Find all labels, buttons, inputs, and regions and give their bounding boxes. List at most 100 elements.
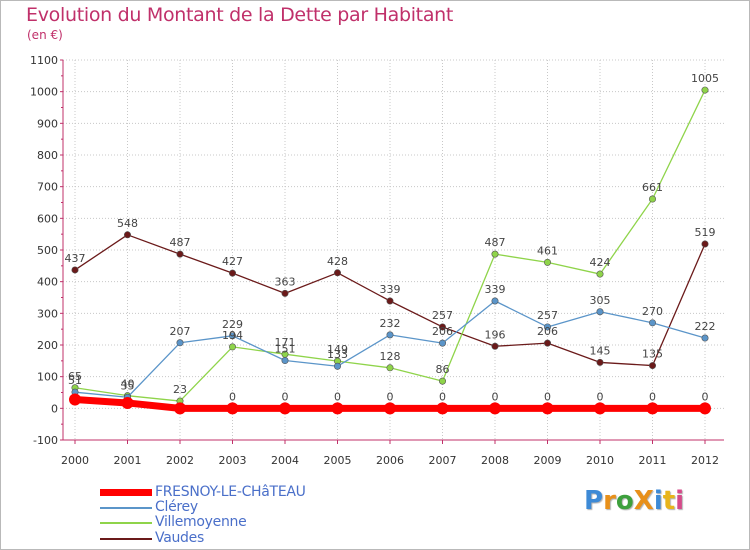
legend-label: Clérey — [155, 499, 198, 515]
y-tick-label: 700 — [37, 181, 58, 194]
data-label: 461 — [537, 244, 558, 257]
x-tick-label: 2010 — [586, 454, 614, 467]
y-tick-label: -100 — [33, 434, 58, 447]
data-point — [281, 357, 289, 365]
x-tick-label: 2003 — [219, 454, 247, 467]
data-label: 0 — [282, 390, 289, 403]
y-tick-label: 500 — [37, 244, 58, 257]
data-label: 339 — [380, 283, 401, 296]
data-point — [648, 195, 656, 203]
data-label: 194 — [222, 329, 243, 342]
data-point — [229, 332, 237, 340]
axes: -100010020030040050060070080090010001100… — [30, 54, 724, 467]
data-label: 0 — [544, 390, 551, 403]
data-label: 0 — [334, 390, 341, 403]
data-point — [543, 323, 551, 331]
data-point — [281, 289, 289, 297]
data-label: 65 — [68, 370, 82, 383]
chart-title: Evolution du Montant de la Dette par Hab… — [26, 4, 454, 26]
data-point — [226, 402, 239, 415]
data-label: 487 — [170, 236, 191, 249]
y-tick-label: 100 — [37, 371, 58, 384]
series — [69, 86, 711, 415]
data-label: 339 — [485, 283, 506, 296]
data-point — [386, 364, 394, 372]
data-point — [124, 231, 132, 239]
logo-letter: X — [633, 486, 654, 516]
data-label: 0 — [702, 390, 709, 403]
y-tick-label: 200 — [37, 339, 58, 352]
data-label: 149 — [327, 343, 348, 356]
data-point — [543, 339, 551, 347]
data-label: 363 — [275, 275, 296, 288]
data-label: 135 — [642, 348, 663, 361]
data-label: 0 — [439, 390, 446, 403]
data-label: 40 — [121, 378, 135, 391]
y-tick-label: 600 — [37, 212, 58, 225]
data-label: 519 — [695, 226, 716, 239]
y-tick-label: 300 — [37, 307, 58, 320]
x-tick-label: 2006 — [376, 454, 404, 467]
data-label: 151 — [275, 343, 296, 356]
y-tick-label: 900 — [37, 117, 58, 130]
data-label: 145 — [590, 344, 611, 357]
data-point — [438, 377, 446, 385]
data-point — [176, 339, 184, 347]
data-label: 23 — [173, 383, 187, 396]
data-labels: 0 0 0 0 0 0 0 0 0 0 51 35 207 229 151 133 232 206 339 257 30… — [65, 72, 720, 403]
logo-letter: i — [675, 486, 685, 516]
data-label: 437 — [65, 252, 86, 265]
data-point — [596, 308, 604, 316]
data-label: 0 — [492, 390, 499, 403]
data-label: 35 — [121, 379, 135, 392]
data-label: 305 — [590, 294, 611, 307]
y-tick-label: 0 — [51, 402, 58, 415]
data-point — [648, 362, 656, 370]
data-label: 0 — [387, 390, 394, 403]
data-point — [596, 270, 604, 278]
legend-label: Vaudes — [155, 530, 204, 546]
data-point — [489, 402, 501, 415]
data-label: 222 — [695, 320, 716, 333]
data-point — [438, 339, 446, 347]
data-point — [491, 297, 499, 305]
data-point — [331, 402, 344, 415]
data-point — [491, 342, 499, 350]
data-label: 206 — [432, 325, 453, 338]
data-point — [229, 269, 237, 277]
x-tick-label: 2004 — [271, 454, 299, 467]
logo-letter: P — [584, 486, 604, 516]
logo-letter: t — [662, 486, 676, 516]
data-point — [176, 250, 184, 258]
data-label: 428 — [327, 255, 348, 268]
x-tick-label: 2007 — [429, 454, 457, 467]
x-tick-label: 2000 — [61, 454, 89, 467]
logo-letter: i — [653, 486, 663, 516]
y-tick-label: 1100 — [30, 54, 58, 67]
data-label: 196 — [485, 328, 506, 341]
data-point — [646, 402, 659, 415]
data-point — [596, 358, 604, 366]
data-label: 424 — [590, 256, 611, 269]
data-point — [386, 331, 394, 339]
legend-label: Villemoyenne — [155, 514, 247, 530]
data-point — [699, 402, 711, 415]
x-tick-label: 2008 — [481, 454, 509, 467]
proxiti-logo: ProXiti — [584, 486, 684, 516]
legend-swatch — [100, 538, 152, 540]
data-point — [174, 402, 186, 415]
data-label: 232 — [380, 317, 401, 330]
data-label: 257 — [432, 309, 453, 322]
data-point — [229, 343, 237, 351]
data-point — [333, 269, 341, 277]
data-label: 270 — [642, 305, 663, 318]
data-label: 548 — [117, 217, 138, 230]
data-label: 427 — [222, 255, 243, 268]
data-point — [701, 334, 709, 342]
data-label: 133 — [327, 348, 348, 361]
data-label: 171 — [275, 336, 296, 349]
data-point — [69, 393, 81, 406]
data-point — [543, 258, 551, 266]
data-label: 86 — [436, 363, 450, 376]
